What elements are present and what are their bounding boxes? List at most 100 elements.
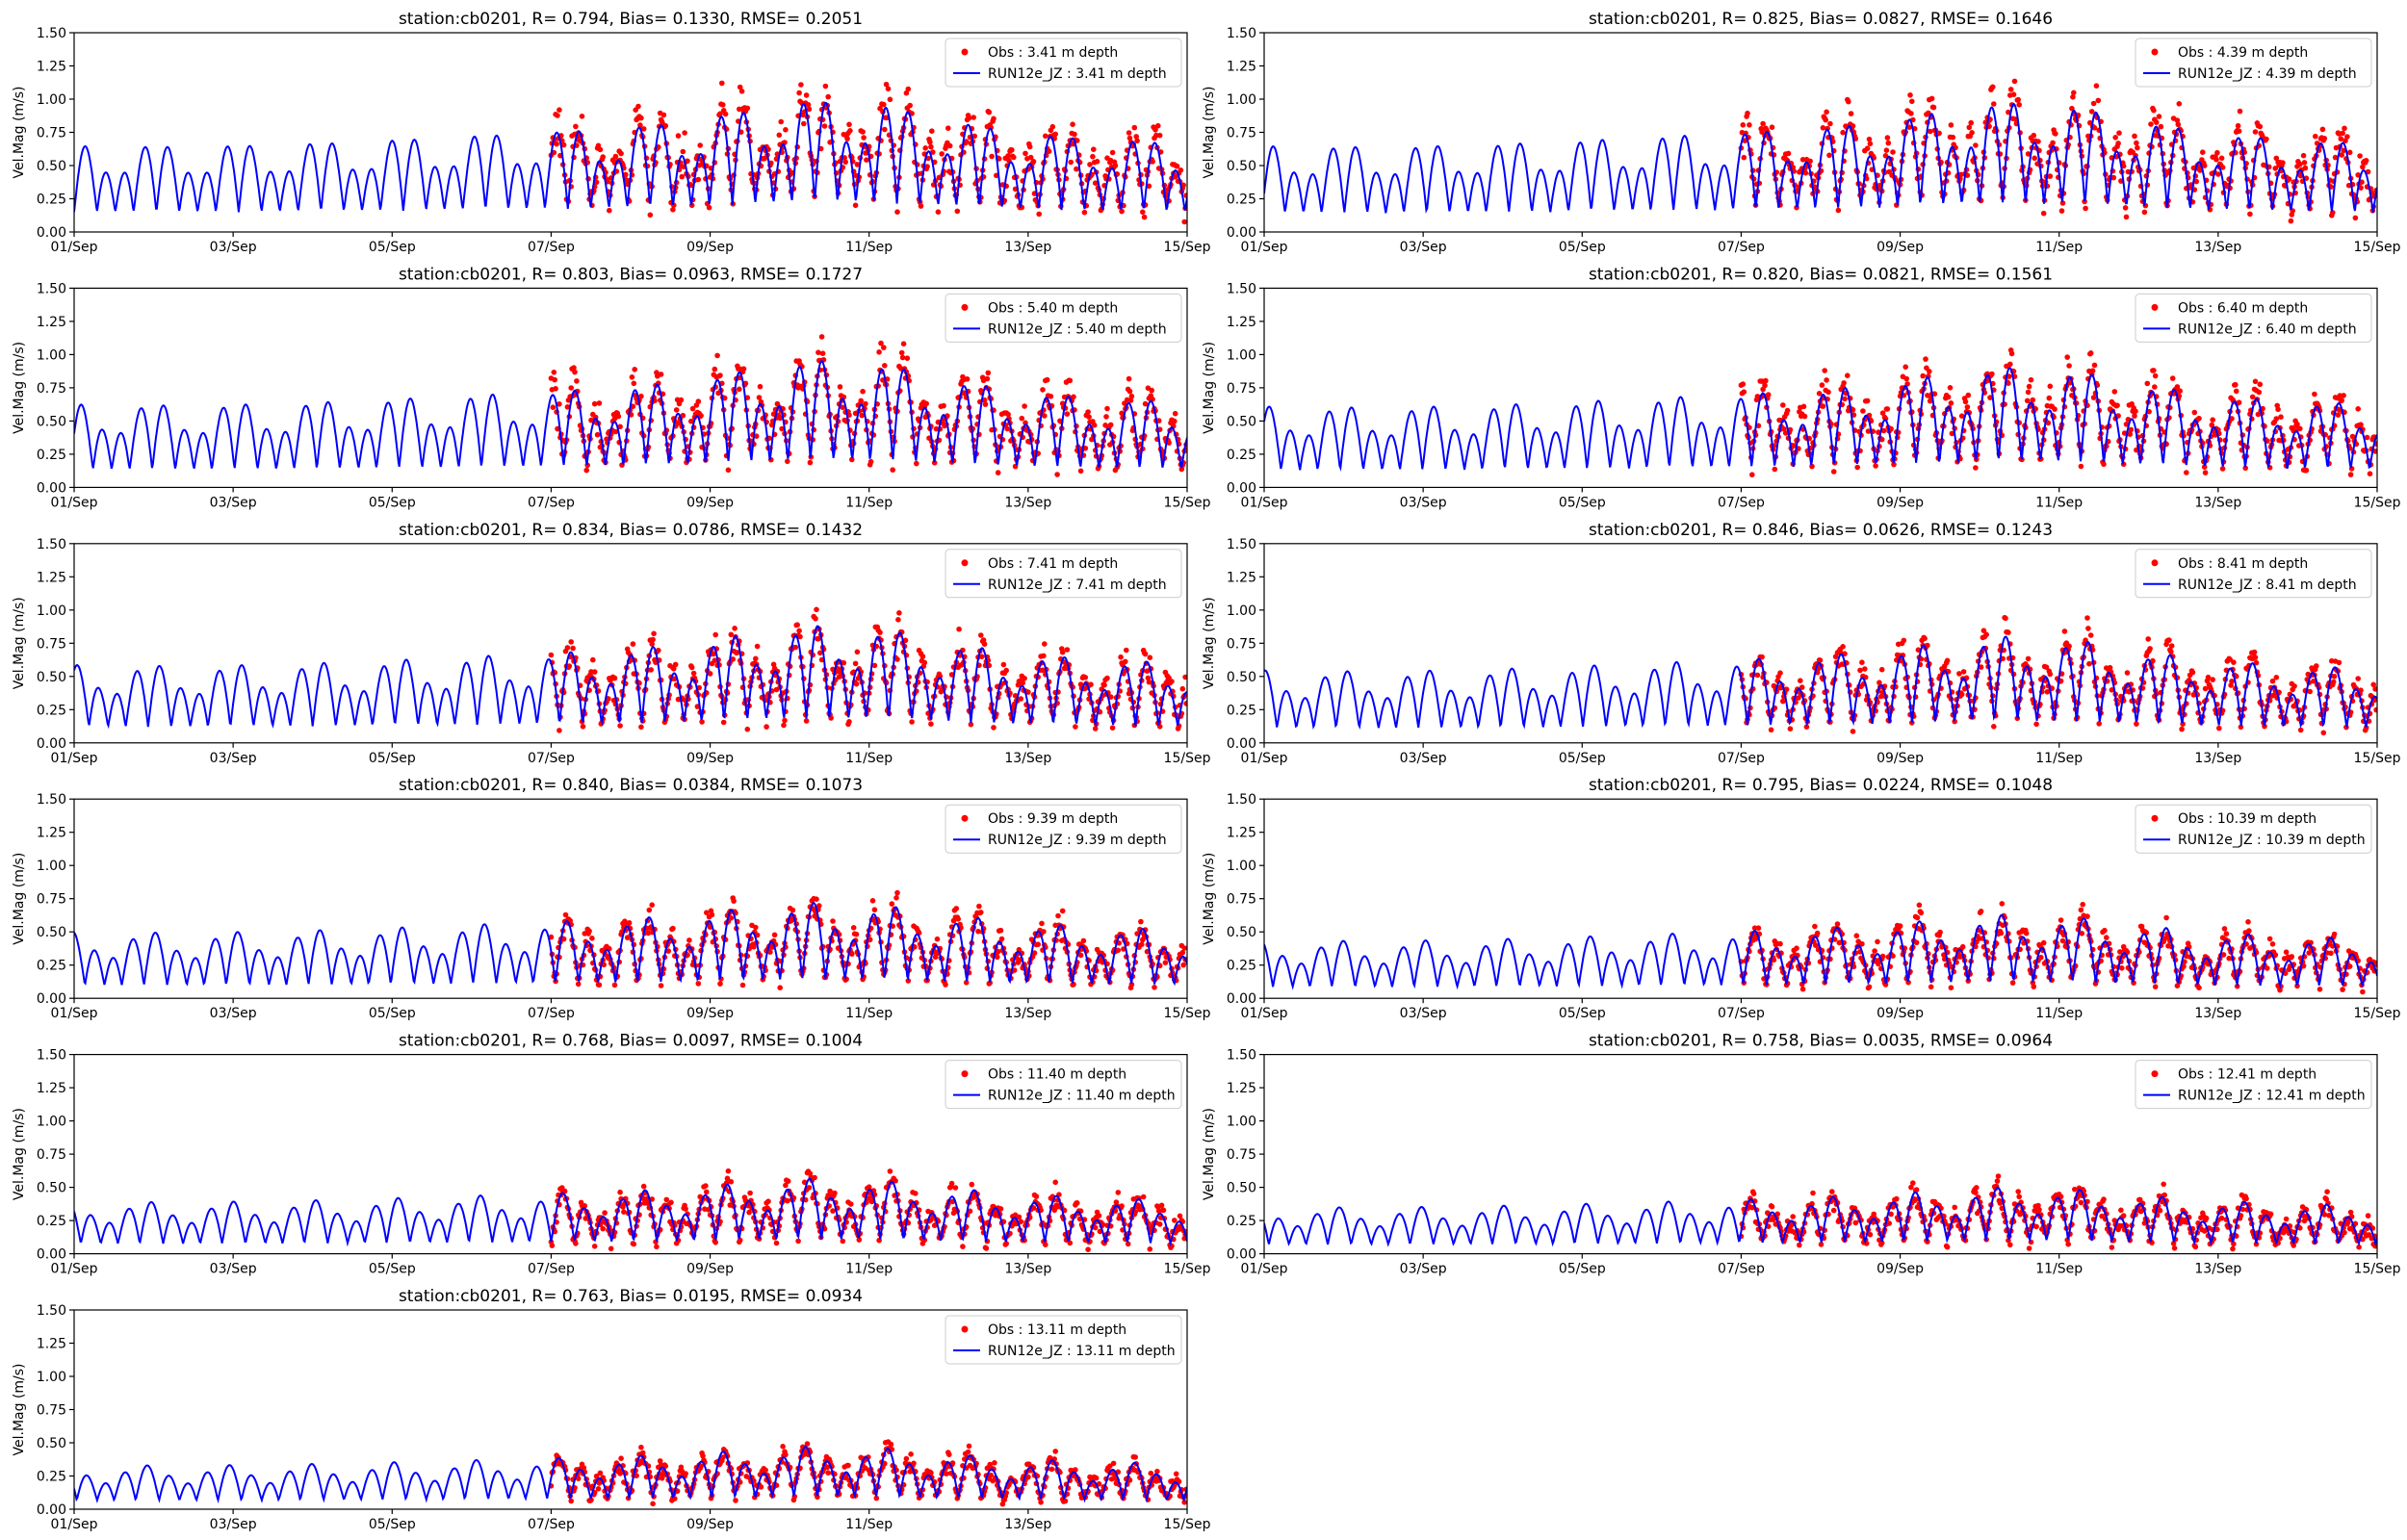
obs-point <box>1070 121 1075 127</box>
obs-point <box>2307 688 2313 695</box>
obs-point <box>1842 396 1848 402</box>
obs-point <box>548 652 555 658</box>
x-tick-label: 11/Sep <box>845 751 893 766</box>
obs-point <box>1922 635 1928 642</box>
x-tick-label: 15/Sep <box>2354 240 2401 255</box>
obs-point <box>2218 155 2225 162</box>
obs-point <box>904 355 911 362</box>
obs-point <box>814 606 819 613</box>
obs-point <box>662 122 669 129</box>
x-tick-label: 01/Sep <box>51 495 98 510</box>
obs-point <box>2313 133 2318 140</box>
obs-point <box>881 345 887 350</box>
obs-point <box>1036 211 1042 218</box>
obs-point <box>698 413 704 419</box>
x-tick-label: 15/Sep <box>2354 495 2401 510</box>
obs-point <box>1850 729 1856 734</box>
obs-point <box>1763 377 1769 384</box>
obs-point <box>2300 152 2307 159</box>
obs-point <box>1973 142 1979 148</box>
obs-point <box>1086 414 1092 421</box>
obs-point <box>1878 436 1885 443</box>
obs-point <box>2148 121 2154 127</box>
model-series <box>1264 366 2377 472</box>
obs-point <box>697 142 703 148</box>
model-line <box>74 625 1187 730</box>
x-tick-label: 03/Sep <box>210 1006 257 1021</box>
obs-point <box>2031 132 2037 139</box>
obs-point <box>821 123 828 129</box>
obs-point <box>931 460 938 466</box>
x-tick-label: 03/Sep <box>1400 495 1447 510</box>
obs-point <box>1119 208 1125 215</box>
obs-point <box>2007 361 2013 368</box>
obs-point <box>819 350 826 357</box>
obs-point <box>844 136 850 141</box>
obs-point <box>611 982 618 988</box>
obs-point <box>2090 395 2097 400</box>
x-tick-label: 01/Sep <box>51 751 98 766</box>
subplot-6: station:cb0201, R= 0.846, Bias= 0.0626, … <box>1202 521 2401 766</box>
axes-frame <box>73 287 1188 488</box>
obs-point <box>2050 140 2056 146</box>
obs-point <box>732 626 738 631</box>
obs-point <box>1064 647 1071 653</box>
obs-point <box>2253 659 2260 666</box>
obs-point <box>1885 140 1892 146</box>
obs-point <box>1830 469 1837 475</box>
obs-point <box>675 420 682 426</box>
obs-point <box>737 84 743 90</box>
obs-point <box>2291 683 2297 689</box>
obs-point <box>2252 129 2259 135</box>
obs-point <box>2071 90 2077 96</box>
obs-point <box>1147 654 1153 660</box>
obs-point <box>678 397 685 403</box>
obs-point <box>2085 626 2091 631</box>
obs-point <box>964 376 971 382</box>
obs-point <box>2053 131 2058 137</box>
obs-point <box>798 82 804 88</box>
subplot-7: station:cb0201, R= 0.840, Bias= 0.0384, … <box>12 776 1211 1021</box>
obs-point <box>686 937 692 943</box>
x-tick-label: 11/Sep <box>2035 240 2083 255</box>
obs-point <box>1809 463 1815 470</box>
obs-point <box>589 936 595 941</box>
obs-point <box>1067 377 1074 384</box>
obs-point <box>998 936 1005 942</box>
obs-point <box>2272 166 2279 171</box>
obs-point <box>2219 165 2226 170</box>
obs-point <box>1081 209 1088 216</box>
obs-point <box>1848 111 1854 116</box>
obs-point <box>1825 389 1831 396</box>
y-tick-label: 1.25 <box>37 60 66 75</box>
obs-point <box>2205 674 2212 680</box>
obs-point <box>1819 382 1825 388</box>
obs-point <box>704 910 710 915</box>
obs-point <box>597 146 604 153</box>
obs-point <box>2122 205 2129 211</box>
obs-point <box>2336 659 2342 666</box>
obs-point <box>806 106 813 113</box>
obs-point <box>997 927 1004 934</box>
obs-point <box>1052 131 1058 138</box>
obs-point <box>797 633 803 640</box>
obs-point <box>728 915 735 921</box>
obs-point <box>1906 124 1912 130</box>
obs-point <box>1741 154 1747 161</box>
obs-point <box>2275 406 2281 413</box>
model-line <box>74 101 1187 213</box>
obs-point <box>2047 383 2054 390</box>
obs-point <box>1174 163 1180 169</box>
obs-point <box>1025 689 1031 695</box>
y-tick-label: 0.00 <box>1227 225 1256 241</box>
obs-point <box>2273 416 2280 422</box>
obs-point <box>2201 464 2208 471</box>
obs-point <box>1846 98 1851 105</box>
obs-point <box>1740 381 1747 387</box>
x-tick-label: 09/Sep <box>1876 240 1924 255</box>
y-tick-label: 0.00 <box>37 991 66 1007</box>
obs-point <box>943 982 948 988</box>
model-line <box>1264 102 2377 214</box>
y-tick-label: 0.50 <box>1227 159 1256 174</box>
obs-point <box>1907 92 1913 98</box>
